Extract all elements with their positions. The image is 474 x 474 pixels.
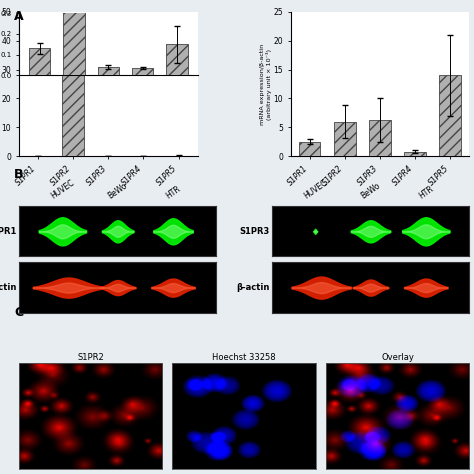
Y-axis label: mRNA expression/β-actin
(arbitrary unit × 10⁻³): mRNA expression/β-actin (arbitrary unit …: [260, 44, 272, 125]
Text: S1PR1: S1PR1: [0, 227, 17, 236]
Text: HTR: HTR: [164, 184, 182, 200]
Bar: [404, 152, 426, 156]
Bar: [62, 48, 84, 156]
Text: β-actin: β-actin: [237, 283, 270, 292]
Text: HUVEC: HUVEC: [302, 178, 328, 200]
Text: BeWo: BeWo: [106, 181, 129, 200]
Title: S1PR2: S1PR2: [77, 353, 104, 362]
Text: C: C: [14, 306, 23, 319]
Text: BeWo: BeWo: [359, 181, 382, 200]
Text: S1PR3: S1PR3: [239, 227, 270, 236]
Text: β-actin: β-actin: [0, 283, 17, 292]
Title: Overlay: Overlay: [381, 353, 414, 362]
Title: Hoechst 33258: Hoechst 33258: [212, 353, 276, 362]
Text: HTR: HTR: [417, 184, 435, 200]
Bar: [299, 142, 320, 156]
Bar: [439, 75, 461, 156]
Text: A: A: [14, 10, 24, 23]
Bar: [334, 121, 356, 156]
Bar: [369, 120, 391, 156]
Text: B: B: [14, 168, 24, 181]
Text: HUVEC: HUVEC: [49, 178, 76, 200]
